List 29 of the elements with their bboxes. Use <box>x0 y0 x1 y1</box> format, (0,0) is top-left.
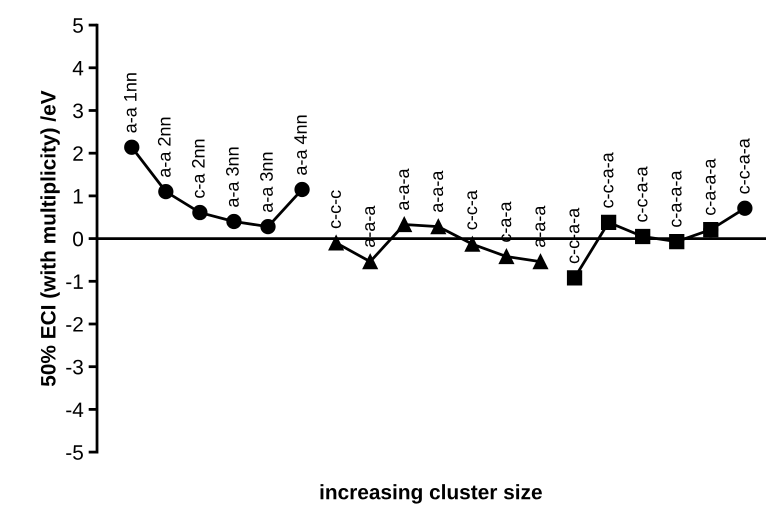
x-tick-label: c-c-a <box>467 190 478 230</box>
x-axis-title: increasing cluster size <box>320 484 542 504</box>
x-tick-label: c-c-a-a <box>638 166 648 222</box>
x-tick-label: a-a 3nn <box>260 152 273 212</box>
x-tick-label: a-a 2nn <box>158 118 171 177</box>
x-tick-label: a-a 4nn <box>294 116 307 175</box>
x-tick-label: a-a-a <box>433 170 444 212</box>
x-tick-label: c-c-a-a <box>740 138 750 194</box>
y-tick-label: -4 <box>66 402 84 417</box>
y-tick-label: 4 <box>72 61 84 76</box>
y-tick-label: 3 <box>73 103 83 118</box>
y-tick-label: -5 <box>66 445 83 460</box>
y-tick-label: -2 <box>66 316 83 332</box>
x-tick-label: c-c-a-a <box>570 208 580 264</box>
x-tick-label: c-a-a-a <box>706 158 716 215</box>
y-tick-label: -3 <box>66 360 83 374</box>
x-tick-label: a-a 1nn <box>124 73 137 133</box>
y-tick-label: 5 <box>73 18 83 33</box>
y-tick-label: 0 <box>73 232 84 246</box>
x-tick-label: c-c-a-a <box>604 152 614 208</box>
x-tick-label: c-a-a-a <box>672 170 682 227</box>
y-tick-label: 2 <box>73 146 83 161</box>
y-axis-title: 50% ECI (with multiplicity) /eV <box>40 90 60 386</box>
x-tick-label: c-c-c <box>331 190 341 228</box>
x-tick-label: a-a 3nn <box>226 148 239 207</box>
x-tick-label: a-a-a <box>399 168 410 210</box>
y-tick-label: -1 <box>66 274 83 289</box>
y-tick-label: 1 <box>74 189 83 204</box>
x-tick-label: c-a 2nn <box>192 140 205 198</box>
